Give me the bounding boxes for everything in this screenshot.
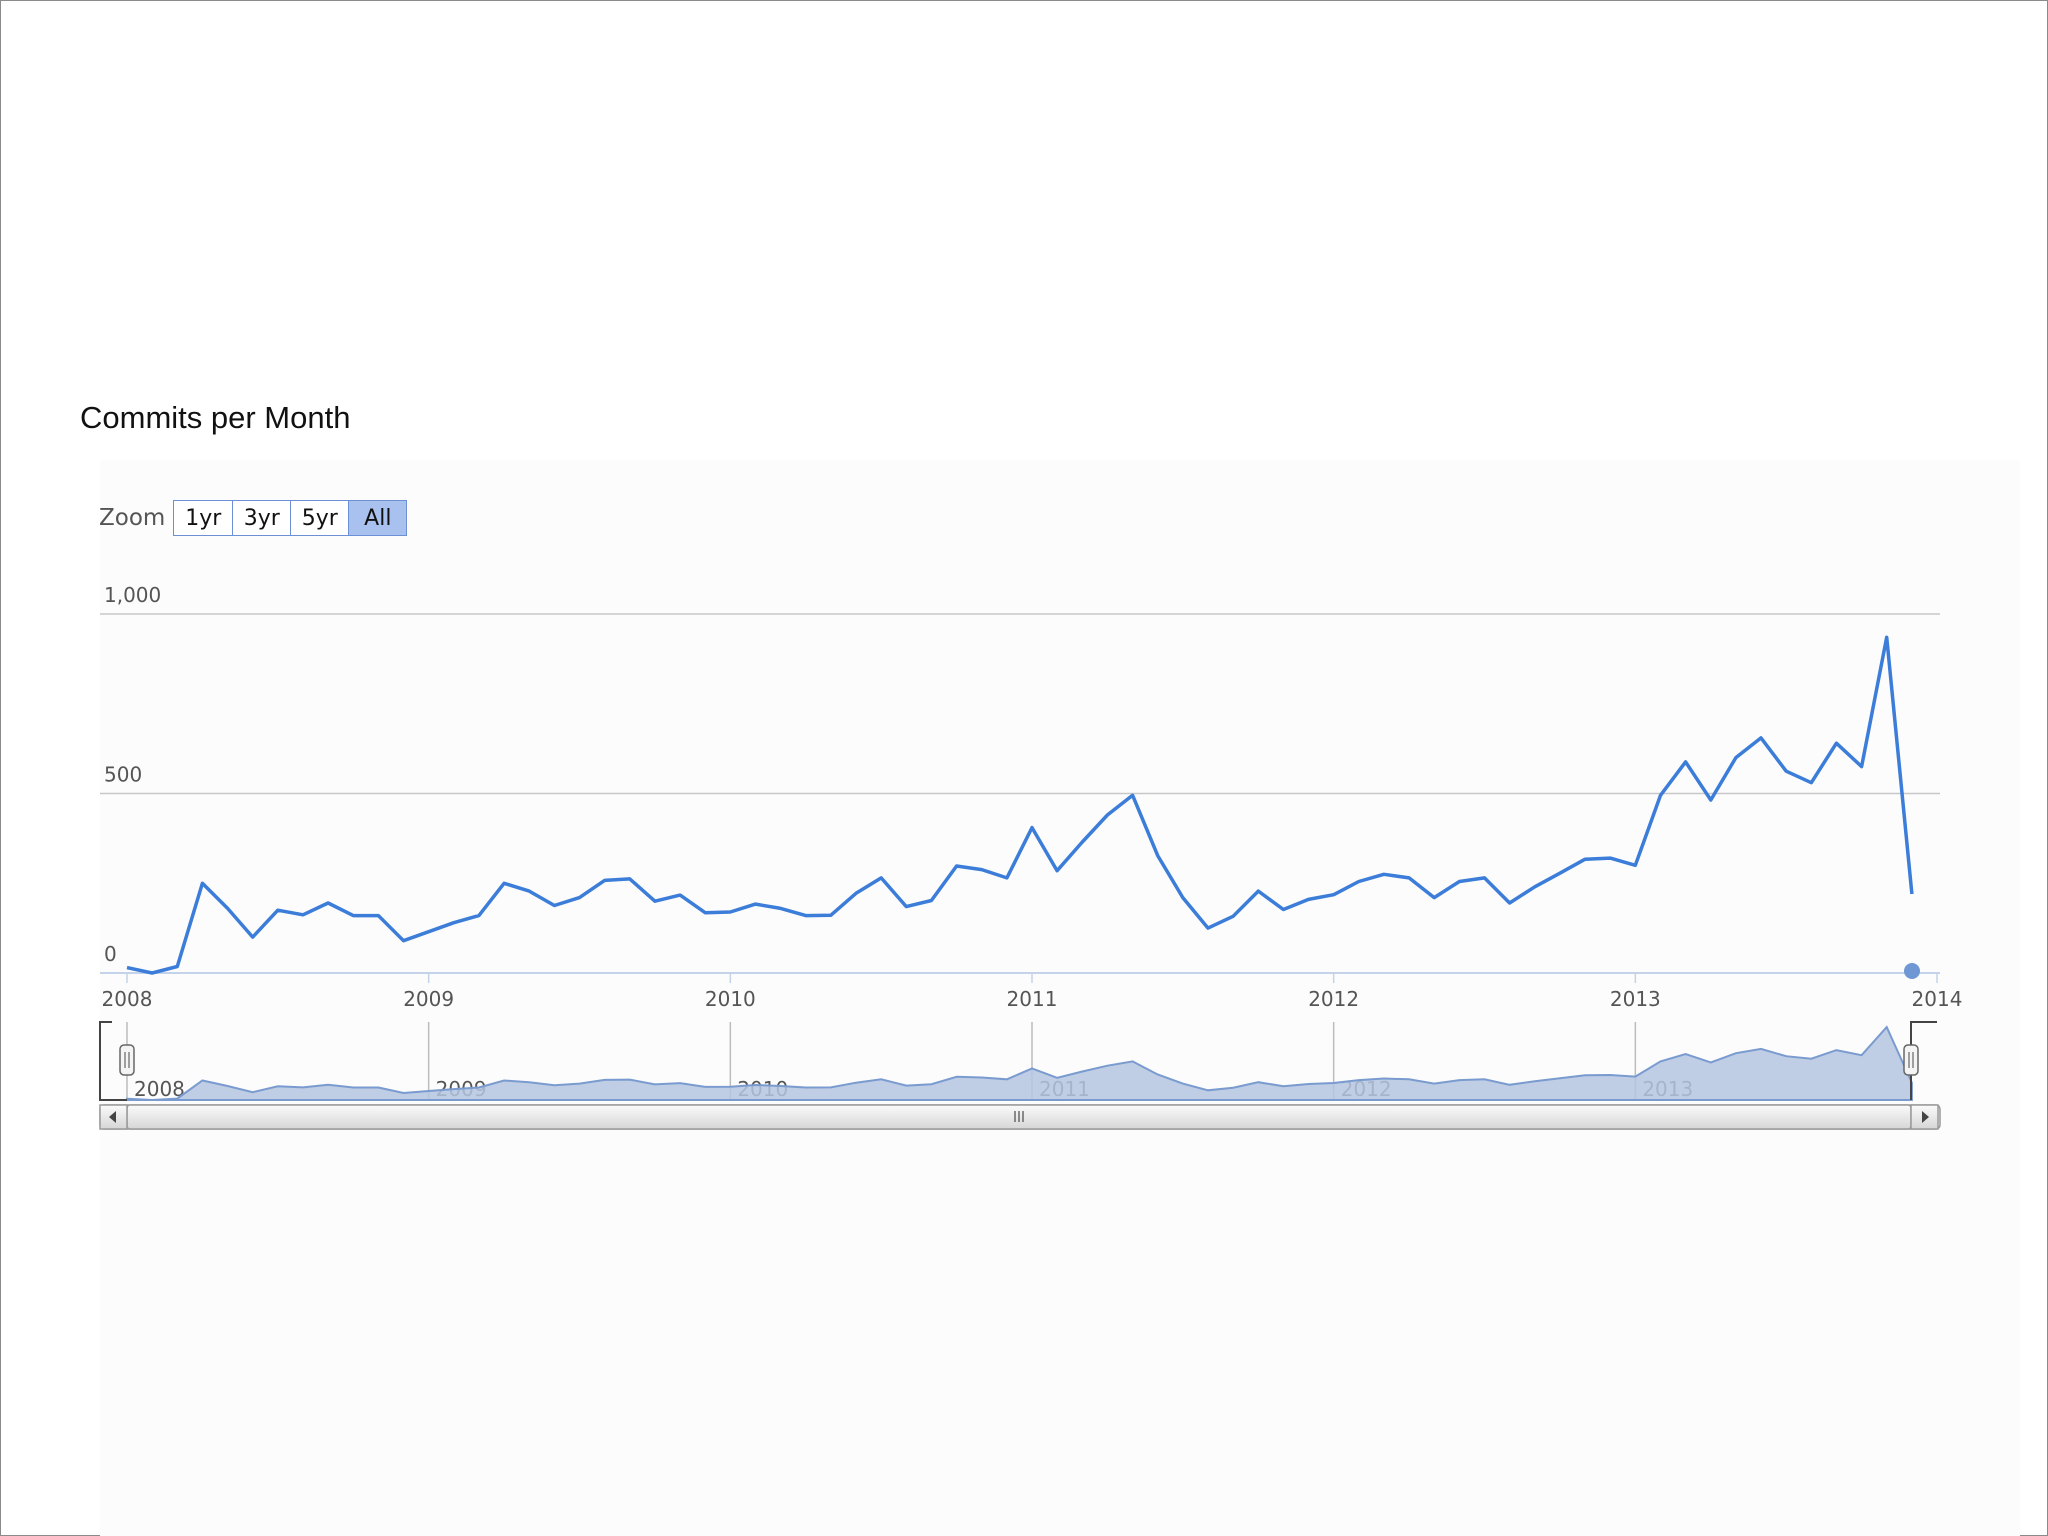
navigator-area [126,1025,1913,1102]
series-line [126,635,1914,975]
zoom-button-group: 1yr 3yr 5yr All [173,500,408,536]
x-tick-label: 2009 [403,987,454,1011]
zoom-3yr-button[interactable]: 3yr [232,501,291,535]
y-tick-label: 0 [104,942,117,966]
x-tick-label: 2011 [1007,987,1058,1011]
chart-title: Commits per Month [80,400,351,435]
navigator-left-handle[interactable] [119,1044,135,1076]
scroll-right-arrow-icon [1922,1111,1929,1123]
chart-panel [100,460,2020,1536]
zoom-control: Zoom 1yr 3yr 5yr All [99,500,408,536]
zoom-label: Zoom [99,505,166,531]
y-tick-label: 500 [104,763,142,787]
zoom-1yr-button[interactable]: 1yr [174,501,233,535]
scroll-left-arrow-icon [109,1111,116,1123]
zoom-all-button[interactable]: All [348,501,407,535]
navigator-left-bracket [99,1021,127,1101]
scrollbar-left-button[interactable] [99,1104,128,1130]
x-tick-label: 2014 [1912,987,1963,1011]
y-tick-label: 1,000 [104,583,161,607]
navigator-right-handle[interactable] [1903,1044,1919,1076]
x-tick-label: 2012 [1308,987,1359,1011]
x-tick-label: 2010 [705,987,756,1011]
x-tick-label: 2013 [1610,987,1661,1011]
range-end-marker [1904,963,1920,979]
navigator-tick-label: 2008 [134,1077,185,1101]
zoom-5yr-button[interactable]: 5yr [290,501,349,535]
x-tick-label: 2008 [102,987,153,1011]
